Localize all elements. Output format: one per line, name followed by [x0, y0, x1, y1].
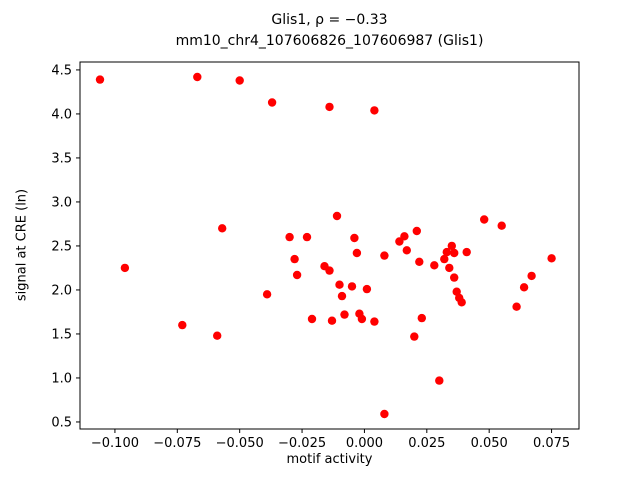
data-point	[370, 106, 379, 115]
data-point	[450, 273, 459, 282]
data-point	[218, 224, 227, 233]
data-point	[450, 248, 459, 258]
data-point	[370, 317, 379, 326]
y-tick-label: 2.0	[51, 283, 72, 298]
data-point	[325, 102, 334, 112]
data-point	[267, 98, 277, 107]
data-point	[290, 254, 299, 264]
y-tick-label: 0.5	[51, 415, 72, 430]
chart-title: Glis1, ρ = −0.33 mm10_chr4_107606826_107…	[80, 10, 579, 52]
data-point	[402, 246, 411, 255]
data-point	[480, 215, 489, 224]
data-point	[430, 261, 439, 270]
x-tick-label: 0.075	[533, 436, 570, 451]
data-point	[340, 310, 349, 319]
data-point	[213, 331, 222, 340]
y-tick-label: 1.0	[51, 371, 72, 386]
x-tick-label: −0.100	[91, 436, 139, 451]
data-point	[457, 298, 466, 307]
data-point	[415, 257, 424, 266]
data-point	[410, 332, 419, 341]
data-point	[350, 233, 359, 243]
data-point	[307, 314, 317, 324]
data-point	[357, 314, 367, 324]
data-point	[325, 266, 334, 275]
data-point	[435, 376, 444, 385]
data-point	[292, 270, 302, 280]
data-point	[527, 271, 536, 281]
x-tick-label: −0.075	[153, 436, 201, 451]
x-axis-label: motif activity	[286, 452, 373, 467]
data-point	[95, 75, 105, 84]
data-point	[440, 254, 449, 264]
data-point	[445, 263, 454, 273]
x-tick-label: 0.025	[408, 436, 445, 451]
plot-area	[79, 61, 580, 430]
data-point	[337, 291, 347, 301]
y-tick-label: 4.5	[51, 63, 72, 78]
x-tick-label: 0.050	[471, 436, 508, 451]
data-point	[235, 76, 244, 85]
data-point	[362, 284, 372, 294]
data-point	[327, 316, 337, 325]
data-point	[380, 409, 389, 419]
x-tick-label: −0.025	[278, 436, 326, 451]
data-point	[400, 232, 409, 241]
data-point	[395, 237, 404, 246]
x-tick-label: 0.000	[346, 436, 383, 451]
data-point	[497, 221, 506, 230]
data-point	[417, 313, 426, 323]
y-axis-label: signal at CRE (ln)	[14, 188, 30, 302]
data-point	[462, 247, 471, 257]
y-tick-label: 3.5	[51, 151, 72, 166]
y-tick-label: 1.5	[51, 327, 72, 342]
data-point	[412, 226, 421, 236]
data-point	[442, 247, 451, 257]
data-point	[302, 232, 312, 242]
data-point	[178, 320, 187, 330]
data-point	[380, 251, 389, 260]
y-tick-label: 2.5	[51, 239, 72, 254]
data-point	[447, 241, 456, 251]
data-point	[519, 283, 529, 292]
data-point	[285, 232, 294, 242]
data-point	[352, 248, 362, 258]
data-point	[547, 254, 556, 263]
data-point	[512, 302, 521, 311]
chart-title-line2: mm10_chr4_107606826_107606987 (Glis1)	[175, 33, 484, 49]
y-tick-label: 4.0	[51, 107, 72, 122]
y-tick-label: 3.0	[51, 195, 72, 210]
data-point	[335, 280, 344, 289]
data-point	[332, 211, 342, 221]
data-point	[347, 282, 357, 291]
data-point	[120, 263, 130, 273]
chart-title-line1: Glis1, ρ = −0.33	[271, 12, 388, 28]
data-point	[193, 72, 202, 82]
data-point	[262, 290, 272, 299]
x-tick-label: −0.050	[216, 436, 264, 451]
